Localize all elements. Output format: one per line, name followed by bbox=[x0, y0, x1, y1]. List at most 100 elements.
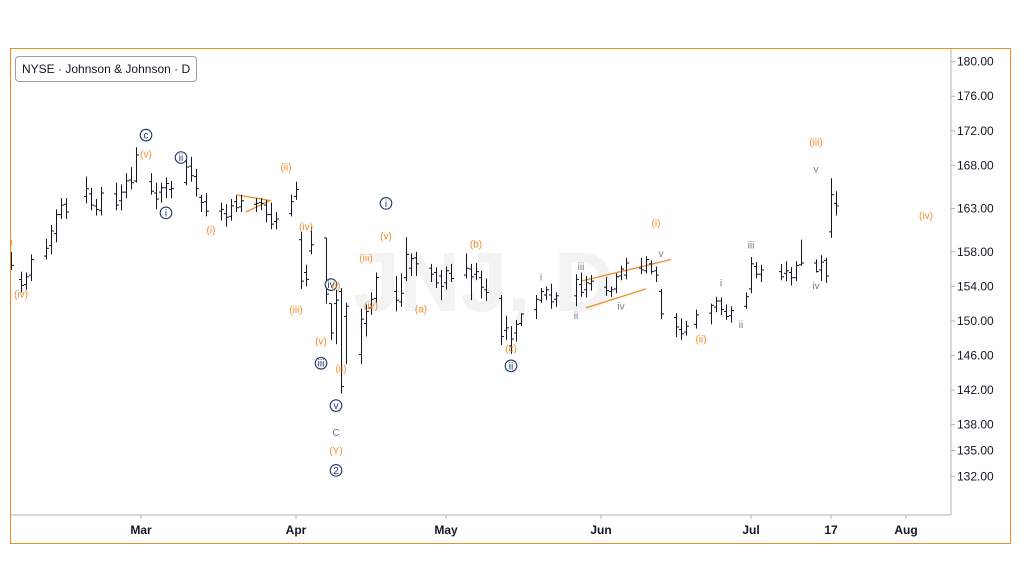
wave-label-text: i bbox=[165, 208, 167, 219]
separator: · bbox=[174, 62, 179, 76]
price-tick-label: 146.00 bbox=[957, 348, 994, 362]
time-tick-label: Jul bbox=[742, 523, 759, 537]
wave-label-text: (i) bbox=[332, 281, 341, 292]
ohlc-bar bbox=[539, 288, 544, 303]
price-axis[interactable]: 132.00 135.00 138.00 142.00 146.00 150.00 154.… bbox=[951, 55, 994, 484]
interval-label: D bbox=[181, 62, 191, 76]
ohlc-bar bbox=[54, 209, 59, 243]
wave-label: ii bbox=[574, 311, 578, 322]
ohlc-bar bbox=[519, 313, 524, 327]
ohlc-bar bbox=[439, 269, 444, 301]
wave-label: iii bbox=[578, 262, 585, 273]
ohlc-bar bbox=[269, 202, 274, 230]
ohlc-bar bbox=[254, 198, 259, 213]
wave-label: (iv) bbox=[299, 222, 313, 233]
company-name: Johnson & Johnson bbox=[65, 62, 171, 76]
trendline bbox=[245, 199, 272, 213]
ohlc-bar bbox=[369, 292, 374, 315]
wave-label-text: (iii) bbox=[809, 138, 822, 149]
wave-label-text: (ii) bbox=[695, 335, 706, 346]
ohlc-bar bbox=[799, 239, 804, 266]
ohlc-bar bbox=[694, 309, 699, 329]
wave-label-text: (iv) bbox=[364, 301, 378, 312]
price-tick-label: 180.00 bbox=[957, 55, 994, 69]
wave-label: v bbox=[329, 399, 343, 412]
ohlc-bar bbox=[19, 271, 24, 293]
wave-label: ) bbox=[11, 238, 13, 249]
ohlc-bar bbox=[374, 272, 379, 303]
ohlc-bar bbox=[129, 167, 134, 190]
ohlc-bar bbox=[779, 263, 784, 281]
price-tick-label: 172.00 bbox=[957, 124, 994, 138]
wave-label-text: v bbox=[814, 164, 819, 175]
wave-label-text: c bbox=[144, 131, 149, 142]
price-chart[interactable]: JNJ, D (iv))c(v)iii(i)(ii)(iv)(iii)iv(i)… bbox=[11, 49, 1012, 545]
ohlc-bar bbox=[749, 256, 754, 294]
wave-label: (v) bbox=[140, 150, 152, 161]
ohlc-bar bbox=[589, 275, 594, 291]
ohlc-bar bbox=[159, 182, 164, 203]
time-tick-label: 17 bbox=[824, 523, 838, 537]
ohlc-bar bbox=[654, 266, 659, 282]
ohlc-bar bbox=[204, 192, 209, 217]
price-tick-label: 135.00 bbox=[957, 444, 994, 458]
ohlc-bar bbox=[714, 296, 719, 313]
ohlc-bar bbox=[544, 286, 549, 301]
ohlc-bar bbox=[24, 272, 29, 290]
ohlc-bar bbox=[199, 194, 204, 213]
wave-circle bbox=[324, 278, 338, 291]
time-axis[interactable]: Mar Apr May Jun Jul 17 Aug bbox=[130, 515, 918, 537]
time-tick-label: Apr bbox=[286, 523, 307, 537]
wave-label-text: (Y) bbox=[329, 446, 342, 457]
wave-label: (i) bbox=[207, 226, 216, 237]
wave-label-text: iii bbox=[748, 240, 755, 251]
ohlc-bar bbox=[169, 180, 174, 199]
wave-label-text: ii bbox=[739, 320, 743, 331]
ohlc-bar bbox=[784, 261, 789, 282]
price-tick-label: 176.00 bbox=[957, 89, 994, 103]
ohlc-bar bbox=[449, 263, 454, 282]
ohlc-bar bbox=[814, 259, 819, 273]
wave-label: v bbox=[814, 164, 819, 175]
ohlc-bar bbox=[639, 257, 644, 275]
ohlc-bar bbox=[819, 255, 824, 282]
ohlc-bar bbox=[359, 308, 364, 365]
wave-label-text: (iii) bbox=[289, 305, 302, 316]
wave-label-text: iii bbox=[318, 359, 325, 370]
ohlc-bar bbox=[324, 237, 329, 304]
ohlc-bar bbox=[679, 318, 684, 340]
wave-label-text: iii bbox=[578, 262, 585, 273]
time-tick-label: Jun bbox=[590, 523, 611, 537]
wave-label-text: ) bbox=[11, 238, 13, 249]
ohlc-bar bbox=[794, 261, 799, 282]
wave-label: (ii) bbox=[695, 335, 706, 346]
ohlc-bar bbox=[194, 168, 199, 197]
price-tick-label: 138.00 bbox=[957, 418, 994, 432]
wave-label: i bbox=[720, 278, 722, 289]
ohlc-bar bbox=[469, 263, 474, 301]
ohlc-bar bbox=[404, 237, 409, 282]
ohlc-bar bbox=[549, 283, 554, 309]
ohlc-bar bbox=[189, 156, 194, 182]
ohlc-bar bbox=[444, 266, 449, 290]
wave-label-text: (ii) bbox=[280, 163, 291, 174]
ohlc-bar bbox=[394, 275, 399, 312]
wave-label: C bbox=[332, 428, 339, 439]
ohlc-bar bbox=[484, 278, 489, 302]
wave-label-text: (iii) bbox=[359, 253, 372, 264]
ohlc-bar bbox=[11, 251, 14, 270]
price-tick-label: 132.00 bbox=[957, 469, 994, 483]
ohlc-bar bbox=[234, 195, 239, 213]
wave-label: iii bbox=[314, 356, 328, 370]
ohlc-bar bbox=[49, 224, 54, 255]
wave-circle bbox=[379, 197, 393, 210]
wave-label: (iv) bbox=[14, 290, 28, 301]
ohlc-bar bbox=[729, 306, 734, 323]
ohlc-bar bbox=[184, 158, 189, 186]
symbol-legend[interactable]: NYSE · Johnson & Johnson · D bbox=[15, 56, 198, 82]
wave-circle bbox=[314, 356, 328, 370]
ohlc-bar bbox=[29, 254, 34, 282]
ohlc-bar bbox=[434, 267, 439, 289]
price-tick-label: 158.00 bbox=[957, 245, 994, 259]
ohlc-bar bbox=[334, 289, 339, 345]
